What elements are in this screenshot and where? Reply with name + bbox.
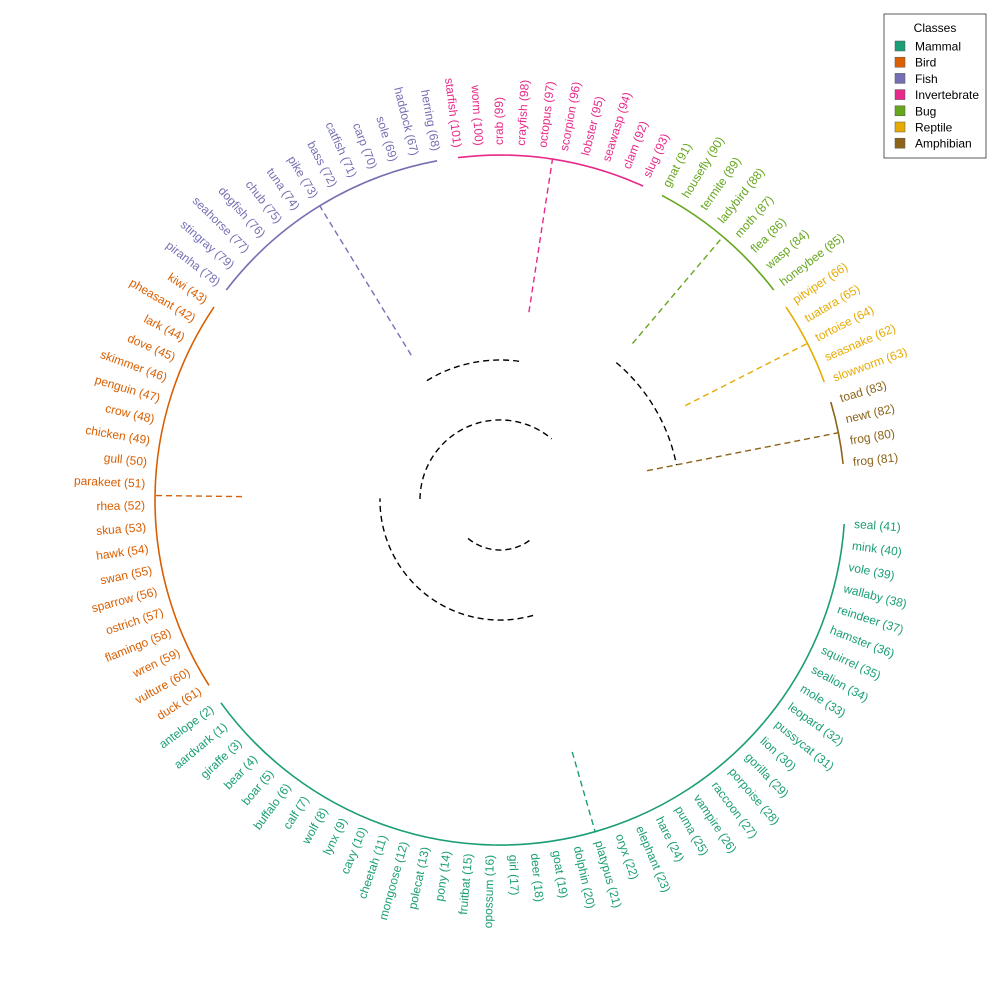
legend-swatch-invertebrate (894, 89, 906, 100)
branch-join (379, 498, 534, 621)
leaf-label: octopus (97) (536, 80, 558, 148)
legend-swatch-bug (894, 105, 906, 117)
leaf-label: fruitbat (15) (456, 853, 475, 915)
legend-label-mammal: Mammal (915, 40, 961, 54)
leaf-label: crab (99) (492, 97, 506, 145)
leaf-arc-bird (154, 306, 215, 686)
leaf-label: toad (83) (838, 378, 888, 405)
leaf-label: chicken (49) (84, 423, 151, 448)
leaf-label: gull (50) (103, 451, 148, 469)
branch-join (426, 359, 522, 382)
leaf-label: swan (55) (99, 563, 153, 587)
branch-reptile (684, 342, 808, 407)
leaf-label: parakeet (51) (74, 474, 146, 491)
legend-title: Classes (914, 21, 957, 35)
leaf-arc-amphibian (830, 401, 844, 464)
legend-label-bird: Bird (915, 56, 936, 70)
legend-swatch-amphibian (894, 137, 906, 149)
leaf-label: goat (19) (549, 849, 570, 899)
leaf-label: dolphin (20) (571, 845, 598, 910)
leaf-label: newt (82) (844, 401, 896, 426)
branch-fish (319, 205, 412, 356)
leaf-label: opossum (16) (481, 855, 497, 929)
leaf-label: frog (80) (849, 426, 896, 447)
leaf-label: polecat (13) (405, 846, 432, 911)
leaf-label: worm (100) (468, 84, 486, 146)
legend-swatch-reptile (894, 121, 906, 133)
legend-swatch-bird (894, 56, 906, 68)
legend-label-invertebrate: Invertebrate (915, 88, 979, 102)
leaf-label: scorpion (96) (557, 81, 584, 152)
leaf-label: starfish (101) (442, 77, 464, 148)
root-branch (464, 535, 530, 551)
leaf-label: seal (41) (854, 517, 902, 534)
leaf-label: crow (48) (104, 401, 156, 426)
leaf-label: pony (14) (432, 850, 453, 902)
leaf-label: frog (81) (852, 450, 899, 469)
branch-bug (631, 236, 724, 344)
leaf-label: hawk (54) (95, 542, 149, 563)
leaf-label: herring (68) (418, 88, 443, 152)
leaf-label: mink (40) (851, 539, 902, 559)
legend: Classes Mammal Bird Fish Invertebrate Bug Rep… (883, 13, 987, 159)
legend-swatch-mammal (894, 40, 906, 52)
legend-label-fish: Fish (915, 72, 938, 86)
leaf-arc-invertebrate (457, 154, 644, 187)
leaf-arcs (154, 154, 845, 846)
branch-mammal (571, 751, 596, 832)
legend-label-bug: Bug (915, 104, 936, 118)
leaf-arc-mammal (220, 524, 845, 846)
tree-branches (154, 158, 839, 832)
legend-items: Mammal Bird Fish Invertebrate Bug Reptile Amph… (894, 40, 979, 151)
branch-amphibian (646, 432, 839, 472)
branch-invertebrate (528, 158, 554, 313)
leaf-label: girl (17) (506, 855, 521, 896)
leaf-label: skua (53) (96, 520, 147, 538)
leaf-label: crayfish (98) (514, 79, 532, 146)
legend-box (883, 13, 987, 159)
legend-label-amphibian: Amphibian (915, 137, 972, 151)
leaf-labels: seal (41)mink (40)vole (39)wallaby (38)r… (74, 77, 909, 928)
leaf-label: vole (39) (847, 560, 896, 583)
leaf-label: deer (18) (528, 853, 547, 903)
leaf-label: rhea (52) (96, 498, 145, 513)
branch-join (615, 362, 678, 466)
leaf-arc-reptile (785, 306, 825, 383)
branch-bird (154, 494, 243, 498)
legend-label-reptile: Reptile (915, 121, 953, 135)
legend-swatch-fish (894, 73, 906, 84)
branch-join (419, 419, 553, 500)
leaf-arc-bug (661, 194, 775, 291)
leaf-arc-fish (225, 160, 438, 291)
